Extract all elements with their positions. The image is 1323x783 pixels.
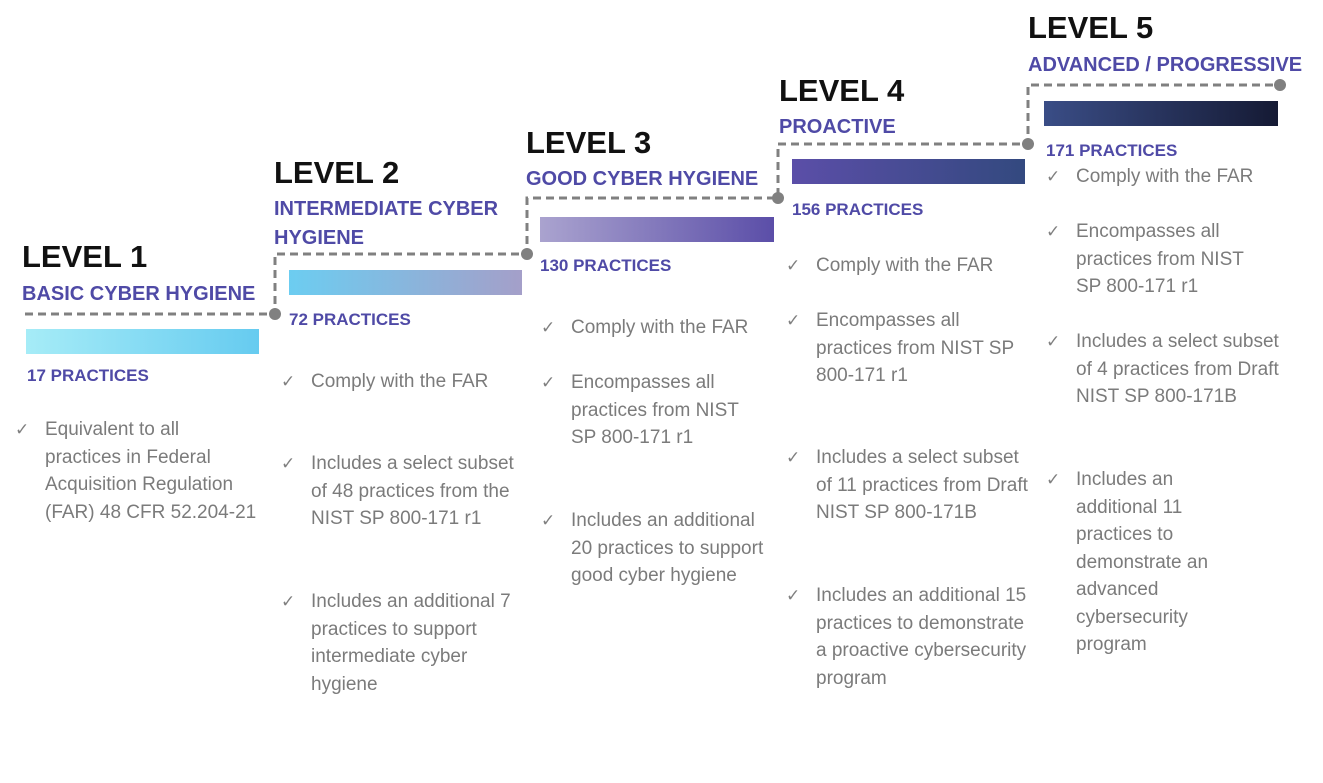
- bullet-item: ✓ Includes a select subset of 11 practic…: [786, 444, 1028, 527]
- step-node: [269, 308, 281, 320]
- step-node: [521, 248, 533, 260]
- check-icon: ✓: [786, 256, 801, 275]
- bullet-text: Includes an additional 11 practices to d…: [1076, 469, 1209, 655]
- bullet-item: ✓ Includes an additional 20 practices to…: [541, 507, 781, 590]
- bullet-item: ✓ Comply with the FAR: [1046, 163, 1281, 191]
- bullet-item: ✓ Includes a select subset of 4 practice…: [1046, 328, 1281, 411]
- bullet-text: Includes a select subset of 4 practices …: [1076, 331, 1279, 407]
- level-subtitle: PROACTIVE: [779, 116, 896, 138]
- bullet-text: Includes an additional 20 practices to s…: [571, 510, 764, 586]
- step-connector-line: [25, 83, 1280, 316]
- bullet-item: ✓ Includes an additional 15 practices to…: [786, 582, 1031, 692]
- check-icon: ✓: [786, 311, 801, 330]
- level-subtitle: INTERMEDIATE CYBER HYGIENE: [274, 198, 499, 249]
- bullet-item: ✓ Encompasses all practices from NIST SP…: [786, 307, 1028, 390]
- level-title: LEVEL 5: [1028, 10, 1154, 45]
- level-title: LEVEL 3: [526, 125, 652, 160]
- bullet-item: ✓ Comply with the FAR: [786, 252, 1028, 280]
- level-bar: [540, 217, 774, 242]
- practice-count: 171 PRACTICES: [1046, 141, 1178, 160]
- check-icon: ✓: [541, 373, 556, 392]
- level-bar: [26, 329, 259, 354]
- level-subtitle: ADVANCED / PROGRESSIVE: [1028, 54, 1303, 76]
- bullet-text: Includes an additional 7 practices to su…: [311, 591, 511, 695]
- check-icon: ✓: [786, 586, 801, 605]
- practice-count: 72 PRACTICES: [289, 310, 411, 329]
- level-bar: [1044, 101, 1278, 126]
- level-title: LEVEL 1: [22, 239, 148, 274]
- level-title: LEVEL 4: [779, 73, 905, 108]
- bullet-text: Encompasses all practices from NIST SP 8…: [1076, 221, 1244, 297]
- bullet-item: ✓ Comply with the FAR: [281, 368, 523, 396]
- level-subtitle: BASIC CYBER HYGIENE: [22, 283, 256, 305]
- bullet-item: ✓ Equivalent to all practices in Federal…: [15, 416, 260, 526]
- check-icon: ✓: [1046, 470, 1061, 489]
- check-icon: ✓: [1046, 222, 1061, 241]
- bullet-text: Encompasses all practices from NIST SP 8…: [571, 372, 739, 448]
- check-icon: ✓: [281, 372, 296, 391]
- bullet-text: Comply with the FAR: [571, 317, 749, 338]
- check-icon: ✓: [281, 454, 296, 473]
- check-icon: ✓: [1046, 332, 1061, 351]
- bullet-text: Includes an additional 15 practices to d…: [816, 585, 1027, 689]
- check-icon: ✓: [15, 420, 30, 439]
- bullet-item: ✓ Encompasses all practices from NIST SP…: [541, 369, 766, 452]
- bullet-item: ✓ Comply with the FAR: [541, 314, 776, 342]
- level-subtitle: GOOD CYBER HYGIENE: [526, 168, 759, 190]
- level-bar: [792, 159, 1025, 184]
- practice-count: 130 PRACTICES: [540, 256, 672, 275]
- step-node: [1022, 138, 1034, 150]
- bullet-text: Comply with the FAR: [1076, 166, 1254, 187]
- bullet-text: Comply with the FAR: [311, 371, 489, 392]
- check-icon: ✓: [541, 318, 556, 337]
- bullet-text: Includes a select subset of 48 practices…: [311, 453, 514, 529]
- practice-count: 156 PRACTICES: [792, 200, 924, 219]
- practice-count: 17 PRACTICES: [27, 366, 149, 385]
- bullet-item: ✓ Includes an additional 11 practices to…: [1046, 466, 1241, 659]
- check-icon: ✓: [541, 511, 556, 530]
- step-node: [772, 192, 784, 204]
- bullet-text: Includes a select subset of 11 practices…: [816, 447, 1028, 523]
- bullet-item: ✓ Includes an additional 7 practices to …: [281, 588, 523, 698]
- level-title: LEVEL 2: [274, 155, 400, 190]
- check-icon: ✓: [786, 448, 801, 467]
- check-icon: ✓: [1046, 167, 1061, 186]
- level-bar: [289, 270, 522, 295]
- bullet-text: Encompasses all practices from NIST SP 8…: [816, 310, 1014, 386]
- bullet-text: Comply with the FAR: [816, 255, 994, 276]
- check-icon: ✓: [281, 592, 296, 611]
- step-node: [1274, 79, 1286, 91]
- bullet-text: Equivalent to all practices in Federal A…: [45, 419, 257, 523]
- bullet-item: ✓ Includes a select subset of 48 practic…: [281, 450, 523, 533]
- bullet-item: ✓ Encompasses all practices from NIST SP…: [1046, 218, 1266, 301]
